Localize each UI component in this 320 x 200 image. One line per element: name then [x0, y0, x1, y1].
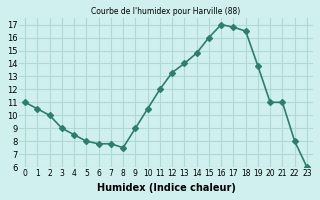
X-axis label: Humidex (Indice chaleur): Humidex (Indice chaleur): [97, 183, 236, 193]
Title: Courbe de l'humidex pour Harville (88): Courbe de l'humidex pour Harville (88): [92, 7, 241, 16]
